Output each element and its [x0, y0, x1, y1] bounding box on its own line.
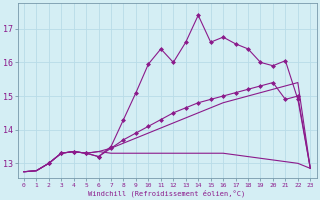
X-axis label: Windchill (Refroidissement éolien,°C): Windchill (Refroidissement éolien,°C): [88, 189, 246, 197]
